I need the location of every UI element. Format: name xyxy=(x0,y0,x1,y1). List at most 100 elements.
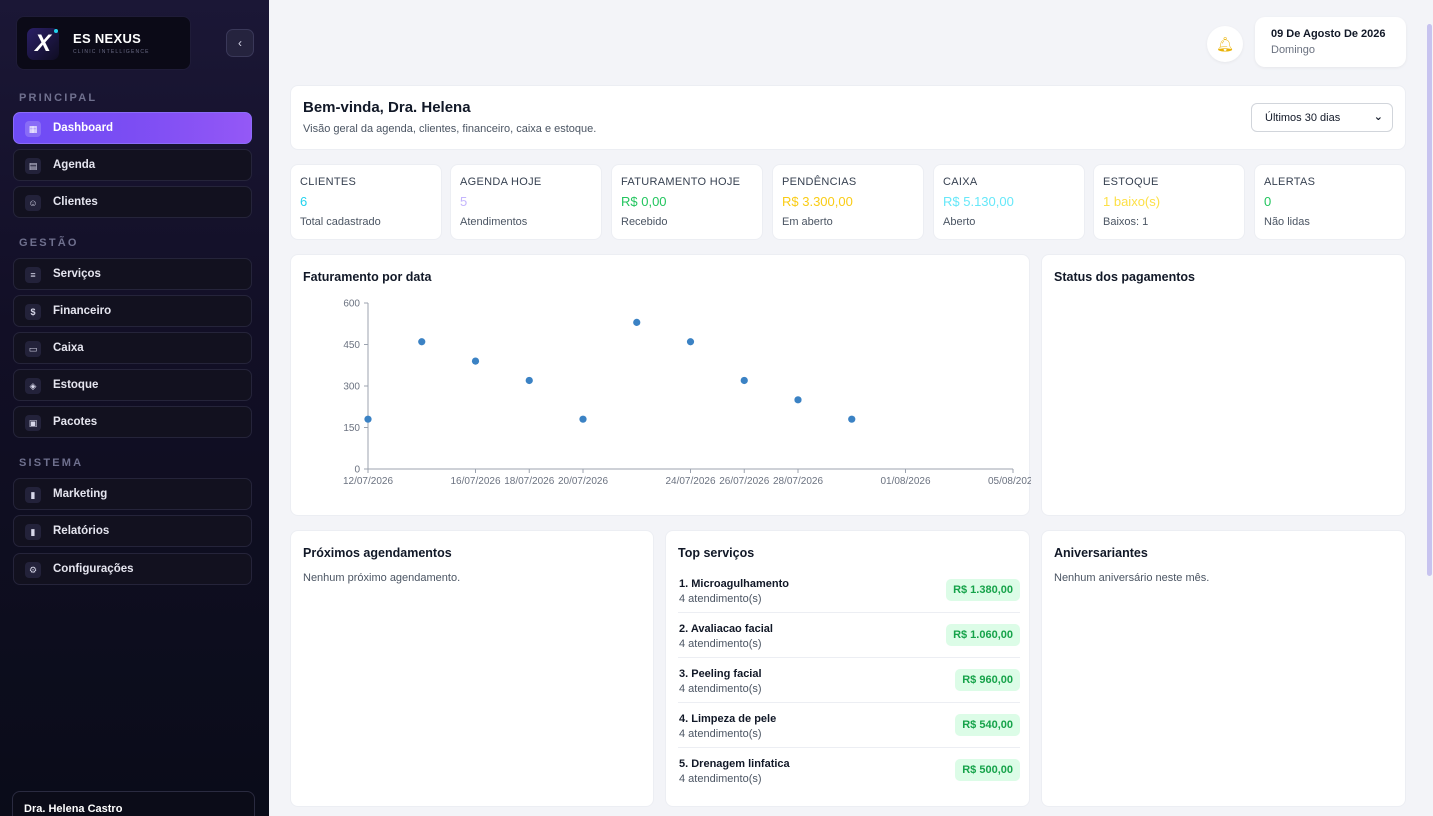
kpi-sub: Não lidas xyxy=(1264,216,1310,228)
list-item[interactable]: 3. Peeling facial 4 atendimento(s) R$ 96… xyxy=(678,668,1020,713)
sidebar-item-servicos[interactable]: ≡ Serviços xyxy=(13,258,252,290)
kpi-label: ALERTAS xyxy=(1264,176,1316,188)
sidebar-item-label: Clientes xyxy=(53,196,98,208)
list-item[interactable]: 5. Drenagem linfatica 4 atendimento(s) R… xyxy=(678,758,1020,803)
bar-chart-icon: ▮ xyxy=(25,487,41,503)
page-title: Bem-vinda, Dra. Helena xyxy=(303,99,471,116)
list-item[interactable]: 4. Limpeza de pele 4 atendimento(s) R$ 5… xyxy=(678,713,1020,758)
divider xyxy=(678,612,1020,613)
sidebar-item-dashboard[interactable]: ▦ Dashboard xyxy=(13,112,252,144)
page-scrollbar[interactable] xyxy=(1426,0,1433,816)
gear-icon: ⚙ xyxy=(25,562,41,578)
brand-name: ES NEXUS xyxy=(73,31,142,46)
sidebar-item-configuracoes[interactable]: ⚙ Configurações xyxy=(13,553,252,585)
upcoming-appointments-title: Próximos agendamentos xyxy=(303,546,452,560)
kpi-label: CLIENTES xyxy=(300,176,357,188)
sidebar-item-agenda[interactable]: ▤ Agenda xyxy=(13,149,252,181)
data-point xyxy=(740,376,748,385)
birthdays-empty: Nenhum aniversário neste mês. xyxy=(1054,572,1210,584)
period-select[interactable]: Últimos 30 dias ⌄ xyxy=(1251,103,1393,132)
kpi-sub: Baixos: 1 xyxy=(1103,216,1149,228)
payments-status-card: Status dos pagamentos xyxy=(1041,254,1406,516)
section-label-gestao: GESTÃO xyxy=(19,237,79,249)
brand-logo-card[interactable]: X ES NEXUS CLINIC INTELLIGENCE xyxy=(16,16,191,70)
kpi-sub: Atendimentos xyxy=(460,216,528,228)
kpi-card-clientes[interactable]: CLIENTES 6 Total cadastrado xyxy=(290,164,442,240)
package-icon: ▣ xyxy=(25,415,41,431)
section-label-principal: PRINCIPAL xyxy=(19,92,98,104)
chevron-down-icon: ⌄ xyxy=(1373,111,1383,123)
section-label-sistema: SISTEMA xyxy=(19,457,84,469)
service-name: 1. Microagulhamento xyxy=(679,578,790,590)
user-profile-card[interactable]: Dra. Helena Castro xyxy=(12,791,255,816)
kpi-card-agenda-hoje[interactable]: AGENDA HOJE 5 Atendimentos xyxy=(450,164,602,240)
sidebar: X ES NEXUS CLINIC INTELLIGENCE ‹ PRINCIP… xyxy=(0,0,269,816)
kpi-card-estoque[interactable]: ESTOQUE 1 baixo(s) Baixos: 1 xyxy=(1093,164,1245,240)
sidebar-item-label: Configurações xyxy=(53,563,134,575)
dollar-icon: $ xyxy=(25,304,41,320)
sidebar-item-clientes[interactable]: ☺ Clientes xyxy=(13,186,252,218)
data-point xyxy=(364,415,372,423)
service-count: 4 atendimento(s) xyxy=(679,683,762,695)
x-tick-label: 05/08/2026 xyxy=(988,476,1031,487)
brand-logo: X xyxy=(27,28,59,60)
list-item[interactable]: 2. Avaliacao facial 4 atendimento(s) R$ … xyxy=(678,623,1020,668)
calendar-icon: ▤ xyxy=(25,158,41,174)
sidebar-item-label: Dashboard xyxy=(53,122,114,134)
service-name: 5. Drenagem linfatica xyxy=(679,758,790,770)
period-select-value: Últimos 30 dias xyxy=(1265,112,1341,124)
divider xyxy=(678,702,1020,703)
service-price-badge: R$ 960,00 xyxy=(955,669,1020,691)
kpi-label: FATURAMENTO HOJE xyxy=(621,176,741,188)
kpi-card-pendencias[interactable]: PENDÊNCIAS R$ 3.300,00 Em aberto xyxy=(772,164,924,240)
x-tick-label: 24/07/2026 xyxy=(665,476,715,487)
users-icon: ☺ xyxy=(25,195,41,211)
sidebar-item-label: Marketing xyxy=(53,488,108,500)
sidebar-item-label: Pacotes xyxy=(53,416,98,428)
kpi-card-faturamento-hoje[interactable]: FATURAMENTO HOJE R$ 0,00 Recebido xyxy=(611,164,763,240)
data-point xyxy=(579,415,587,423)
report-icon: ▮ xyxy=(25,524,41,540)
y-tick-label: 300 xyxy=(343,382,360,393)
x-tick-label: 18/07/2026 xyxy=(504,476,554,487)
service-count: 4 atendimento(s) xyxy=(679,728,762,740)
collapse-sidebar-button[interactable]: ‹ xyxy=(226,29,254,57)
data-point xyxy=(633,318,641,326)
scrollbar-thumb[interactable] xyxy=(1427,24,1432,576)
upcoming-appointments-empty: Nenhum próximo agendamento. xyxy=(303,572,461,584)
kpi-label: ESTOQUE xyxy=(1103,176,1159,188)
service-price-badge: R$ 540,00 xyxy=(955,714,1020,736)
service-name: 3. Peeling facial xyxy=(679,668,762,680)
service-count: 4 atendimento(s) xyxy=(679,593,762,605)
kpi-card-caixa[interactable]: CAIXA R$ 5.130,00 Aberto xyxy=(933,164,1085,240)
brand-subtitle: CLINIC INTELLIGENCE xyxy=(73,49,150,55)
list-item[interactable]: 1. Microagulhamento 4 atendimento(s) R$ … xyxy=(678,578,1020,623)
data-point xyxy=(525,376,533,385)
top-services-title: Top serviços xyxy=(678,546,755,560)
kpi-value: R$ 0,00 xyxy=(621,194,667,209)
divider xyxy=(678,657,1020,658)
kpi-value: 0 xyxy=(1264,194,1272,209)
divider xyxy=(678,747,1020,748)
sidebar-item-label: Estoque xyxy=(53,379,99,391)
x-tick-label: 28/07/2026 xyxy=(773,476,823,487)
sidebar-item-pacotes[interactable]: ▣ Pacotes xyxy=(13,406,252,438)
y-tick-label: 150 xyxy=(343,423,360,434)
sidebar-item-relatorios[interactable]: ▮ Relatórios xyxy=(13,515,252,547)
kpi-card-alertas[interactable]: ALERTAS 0 Não lidas xyxy=(1254,164,1406,240)
current-date: 09 De Agosto De 2026 xyxy=(1271,28,1386,40)
sliders-icon: ≡ xyxy=(25,267,41,283)
sidebar-item-marketing[interactable]: ▮ Marketing xyxy=(13,478,252,510)
sidebar-item-label: Relatórios xyxy=(53,525,110,537)
y-tick-label: 600 xyxy=(343,299,360,310)
data-point xyxy=(794,396,802,404)
service-price-badge: R$ 1.060,00 xyxy=(946,624,1020,646)
notifications-button[interactable]: 🔔︎ xyxy=(1207,26,1243,62)
sidebar-item-financeiro[interactable]: $ Financeiro xyxy=(13,295,252,327)
service-price-badge: R$ 500,00 xyxy=(955,759,1020,781)
kpi-sub: Aberto xyxy=(943,216,976,228)
payments-status-title: Status dos pagamentos xyxy=(1054,270,1195,284)
sidebar-item-caixa[interactable]: ▭ Caixa xyxy=(13,332,252,364)
sidebar-item-estoque[interactable]: ◈ Estoque xyxy=(13,369,252,401)
revenue-chart-card: Faturamento por data 0 150 300 450 600 12/07/… xyxy=(290,254,1031,516)
